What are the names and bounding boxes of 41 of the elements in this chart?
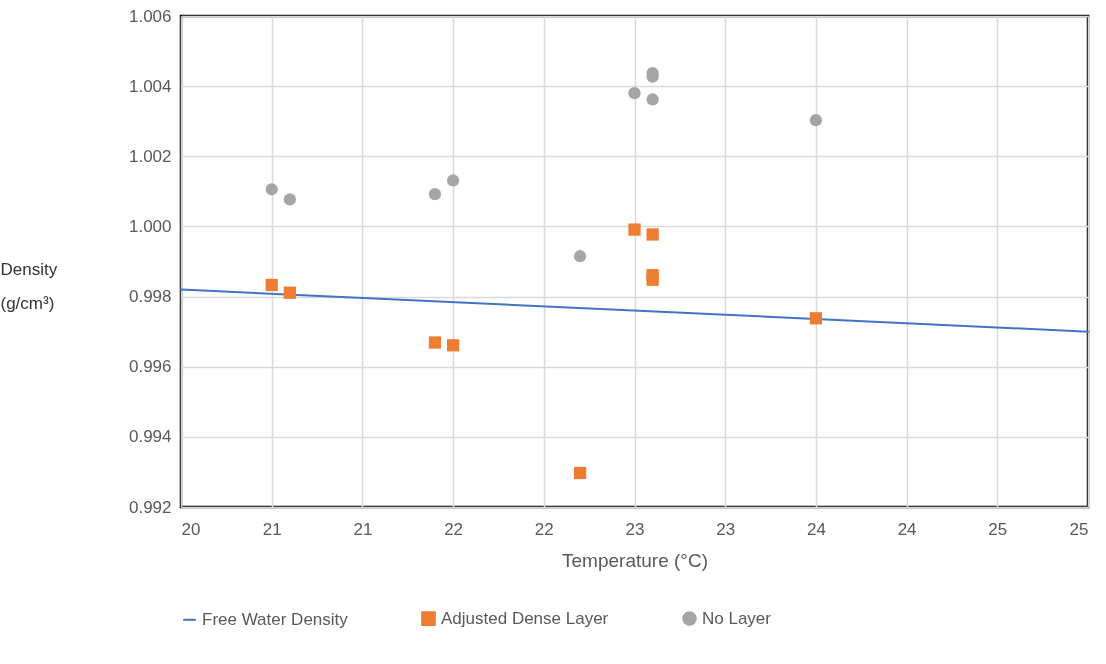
point — [265, 278, 278, 292]
point — [265, 183, 278, 196]
legend-label: Adjusted Dense Layer — [441, 608, 609, 628]
y-tick-label: 1.006 — [128, 6, 172, 26]
legend-label: Free Water Density — [202, 609, 349, 629]
x-tick-label: 23 — [625, 519, 645, 539]
point — [446, 339, 460, 352]
x-tick-label: 25 — [988, 519, 1008, 539]
y-tick-label: 1.004 — [128, 76, 172, 96]
x-tick-label: 20 — [181, 519, 201, 539]
x-tick-label: 21 — [353, 519, 373, 539]
x-tick-label: 22 — [444, 519, 464, 539]
y-tick-label: 1.000 — [128, 216, 172, 236]
point — [573, 466, 587, 480]
point — [628, 87, 641, 100]
point — [428, 188, 442, 201]
point — [646, 273, 659, 286]
point — [646, 228, 659, 241]
y-tick-label: 0.998 — [128, 287, 172, 307]
x-tick-label: 22 — [534, 519, 554, 539]
point — [283, 286, 296, 299]
y-tick-label: 0.994 — [128, 427, 172, 447]
x-tick-label: 24 — [806, 519, 826, 539]
point — [283, 193, 296, 206]
point — [646, 93, 659, 106]
y-tick-label: 0.992 — [128, 497, 172, 517]
x-tick-label: 21 — [262, 519, 282, 539]
point — [428, 336, 442, 349]
legend-label: No Layer — [702, 608, 772, 628]
x-tick-label: 24 — [897, 519, 917, 539]
point — [809, 312, 823, 325]
point — [628, 223, 641, 236]
x-tick-label: 25 — [1069, 519, 1089, 539]
x-tick-label: 23 — [716, 519, 736, 539]
y-axis-title: Density (g/cm³) — [0, 259, 58, 313]
y-tick-label: 1.002 — [128, 146, 172, 166]
point — [573, 250, 587, 263]
point — [446, 174, 460, 187]
x-axis-title: Temperature (°C) — [562, 549, 708, 571]
y-tick-label: 0.996 — [128, 357, 172, 377]
point — [809, 114, 823, 127]
